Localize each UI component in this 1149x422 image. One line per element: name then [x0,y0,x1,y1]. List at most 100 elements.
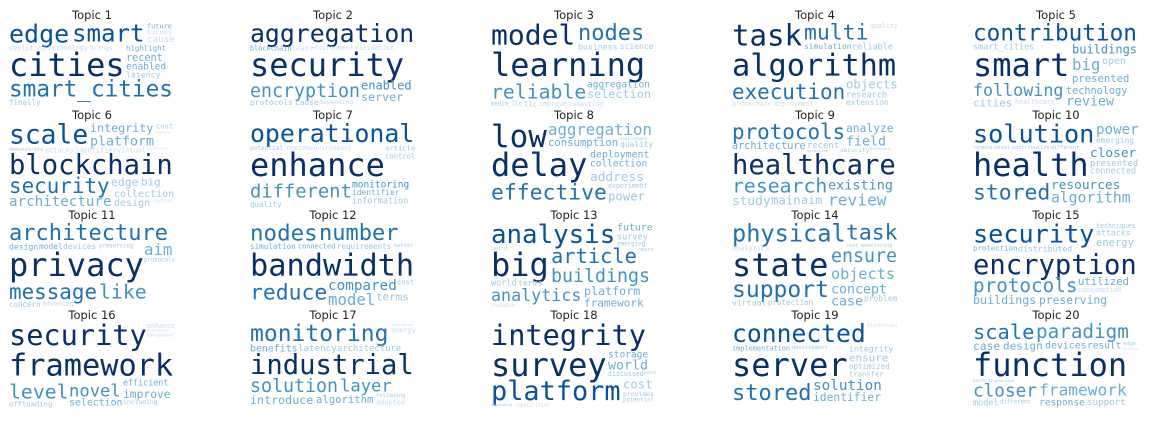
cloud-word: scale [973,322,1034,344]
cloud-word: connected [298,242,335,250]
cloud-word: aim [144,240,172,259]
topic-panel: Topic 13 big analysis article buildings analy… [490,208,658,308]
cloud-word: world [608,358,648,373]
cloud-word: blockchain [9,150,173,181]
cloud-word: closer [1090,146,1137,161]
cloud-word: different [1000,399,1031,405]
cloud-word: selection [807,148,828,153]
cloud-word: architecture [9,222,168,246]
cloud-word: algorithm [316,394,373,406]
cloud-word: simulation [250,242,296,251]
cloud-word: better [394,243,414,249]
cloud-word: architecture [337,344,401,354]
cloud-word: design [114,198,150,208]
cloud-word: virtual [732,297,767,307]
cloud-word: offloading [9,400,52,408]
cloud-word: support [732,277,829,303]
cloud-word: terms [376,291,409,304]
cloud-word: open [1102,56,1126,67]
cloud-word: contribution [1012,145,1049,151]
topic-title: Topic 20 [1032,308,1080,322]
cloud-word: blockchain [867,323,897,329]
word-cloud: survey integrity platform storage world discu… [490,322,658,408]
cloud-word: deployment [774,100,814,108]
word-cloud: function scale paradigm closer framework case… [972,322,1140,408]
cloud-word: bandwidth [250,248,414,283]
cloud-word: protocols [973,274,1077,297]
cloud-word: experiment [608,182,648,190]
topic-panel: Topic 11 privacy architecture message like de… [8,208,176,308]
cloud-word: storage [608,349,648,360]
cloud-word: power [608,190,645,204]
topic-title: Topic 4 [795,8,835,22]
cloud-word: big [141,176,161,189]
cloud-word: algorithm [732,48,896,83]
cloud-word: control [385,152,415,161]
cloud-word: big [1072,55,1100,74]
cloud-word: field [846,134,886,149]
cloud-word: architecture [9,194,112,208]
cloud-word: framework [1039,381,1127,400]
cloud-word: highlight [126,44,166,53]
cloud-word: support [1087,397,1126,408]
cloud-word: layer [340,376,392,396]
cloud-word: optimized [849,362,890,371]
word-cloud: health solution stored resources closer algor… [972,122,1140,208]
topic-panel: Topic 17 industrial monitoring solution laye… [249,308,417,408]
cloud-word: review [1066,94,1114,108]
cloud-word: computing [569,101,603,108]
topic-panel: Topic 2 security aggregation encryption enab… [249,8,417,108]
cloud-word: integrity [849,343,893,353]
cloud-word: contribution [973,22,1137,47]
cloud-word: main [771,194,801,208]
cloud-word: article [551,244,637,268]
cloud-word: security [9,174,110,198]
cloud-word: cost [846,243,859,249]
cloud-word: monitoring [861,243,892,249]
cloud-word: framework [584,297,644,309]
cloud-word: deployment [590,150,649,161]
cloud-word: solution [813,378,882,394]
cloud-word: different [250,182,352,203]
cloud-word: cause [295,98,319,107]
cloud-word: enhance [147,322,175,330]
cloud-word: lead [292,44,309,52]
topic-title: Topic 12 [309,208,357,222]
cloud-word: buildings [551,266,650,287]
cloud-word: monitoring [250,322,388,347]
cloud-word: requirements [337,242,391,251]
cloud-word: preserving [99,243,133,249]
topic-title: Topic 10 [1032,108,1080,122]
topic-panel: Topic 9 healthcare protocols research existi… [731,108,899,208]
cloud-word: cost [397,278,414,287]
topic-panel: Topic 3 learning model nodes reliable aggrega… [490,8,658,108]
cloud-word: model [973,399,999,408]
cloud-word: review [828,191,887,208]
cloud-word: transfer [849,370,884,379]
word-cloud-canvas: industrial monitoring solution layer introdu… [250,322,416,407]
cloud-word: selection [69,398,123,408]
cloud-word: address [590,170,644,185]
cloud-word: model [491,22,575,52]
cloud-word: power [1096,122,1139,138]
cloud-word: review [286,144,310,152]
cloud-word: simulation [804,42,852,51]
cloud-word: novel [69,381,121,401]
cloud-word: remote [973,145,992,151]
topic-title: Topic 15 [1032,208,1080,222]
word-cloud: server connected stored solution identifier i… [731,322,899,408]
cloud-word: potential [623,397,654,403]
cloud-word: identifier [75,146,117,154]
cloud-word: science [620,42,654,51]
topic-title: Topic 1 [72,8,112,22]
cloud-word: utilized [1078,276,1129,288]
cloud-word: preserving [1039,294,1107,307]
topic-title: Topic 8 [554,108,594,122]
cloud-word: concern [9,300,41,308]
